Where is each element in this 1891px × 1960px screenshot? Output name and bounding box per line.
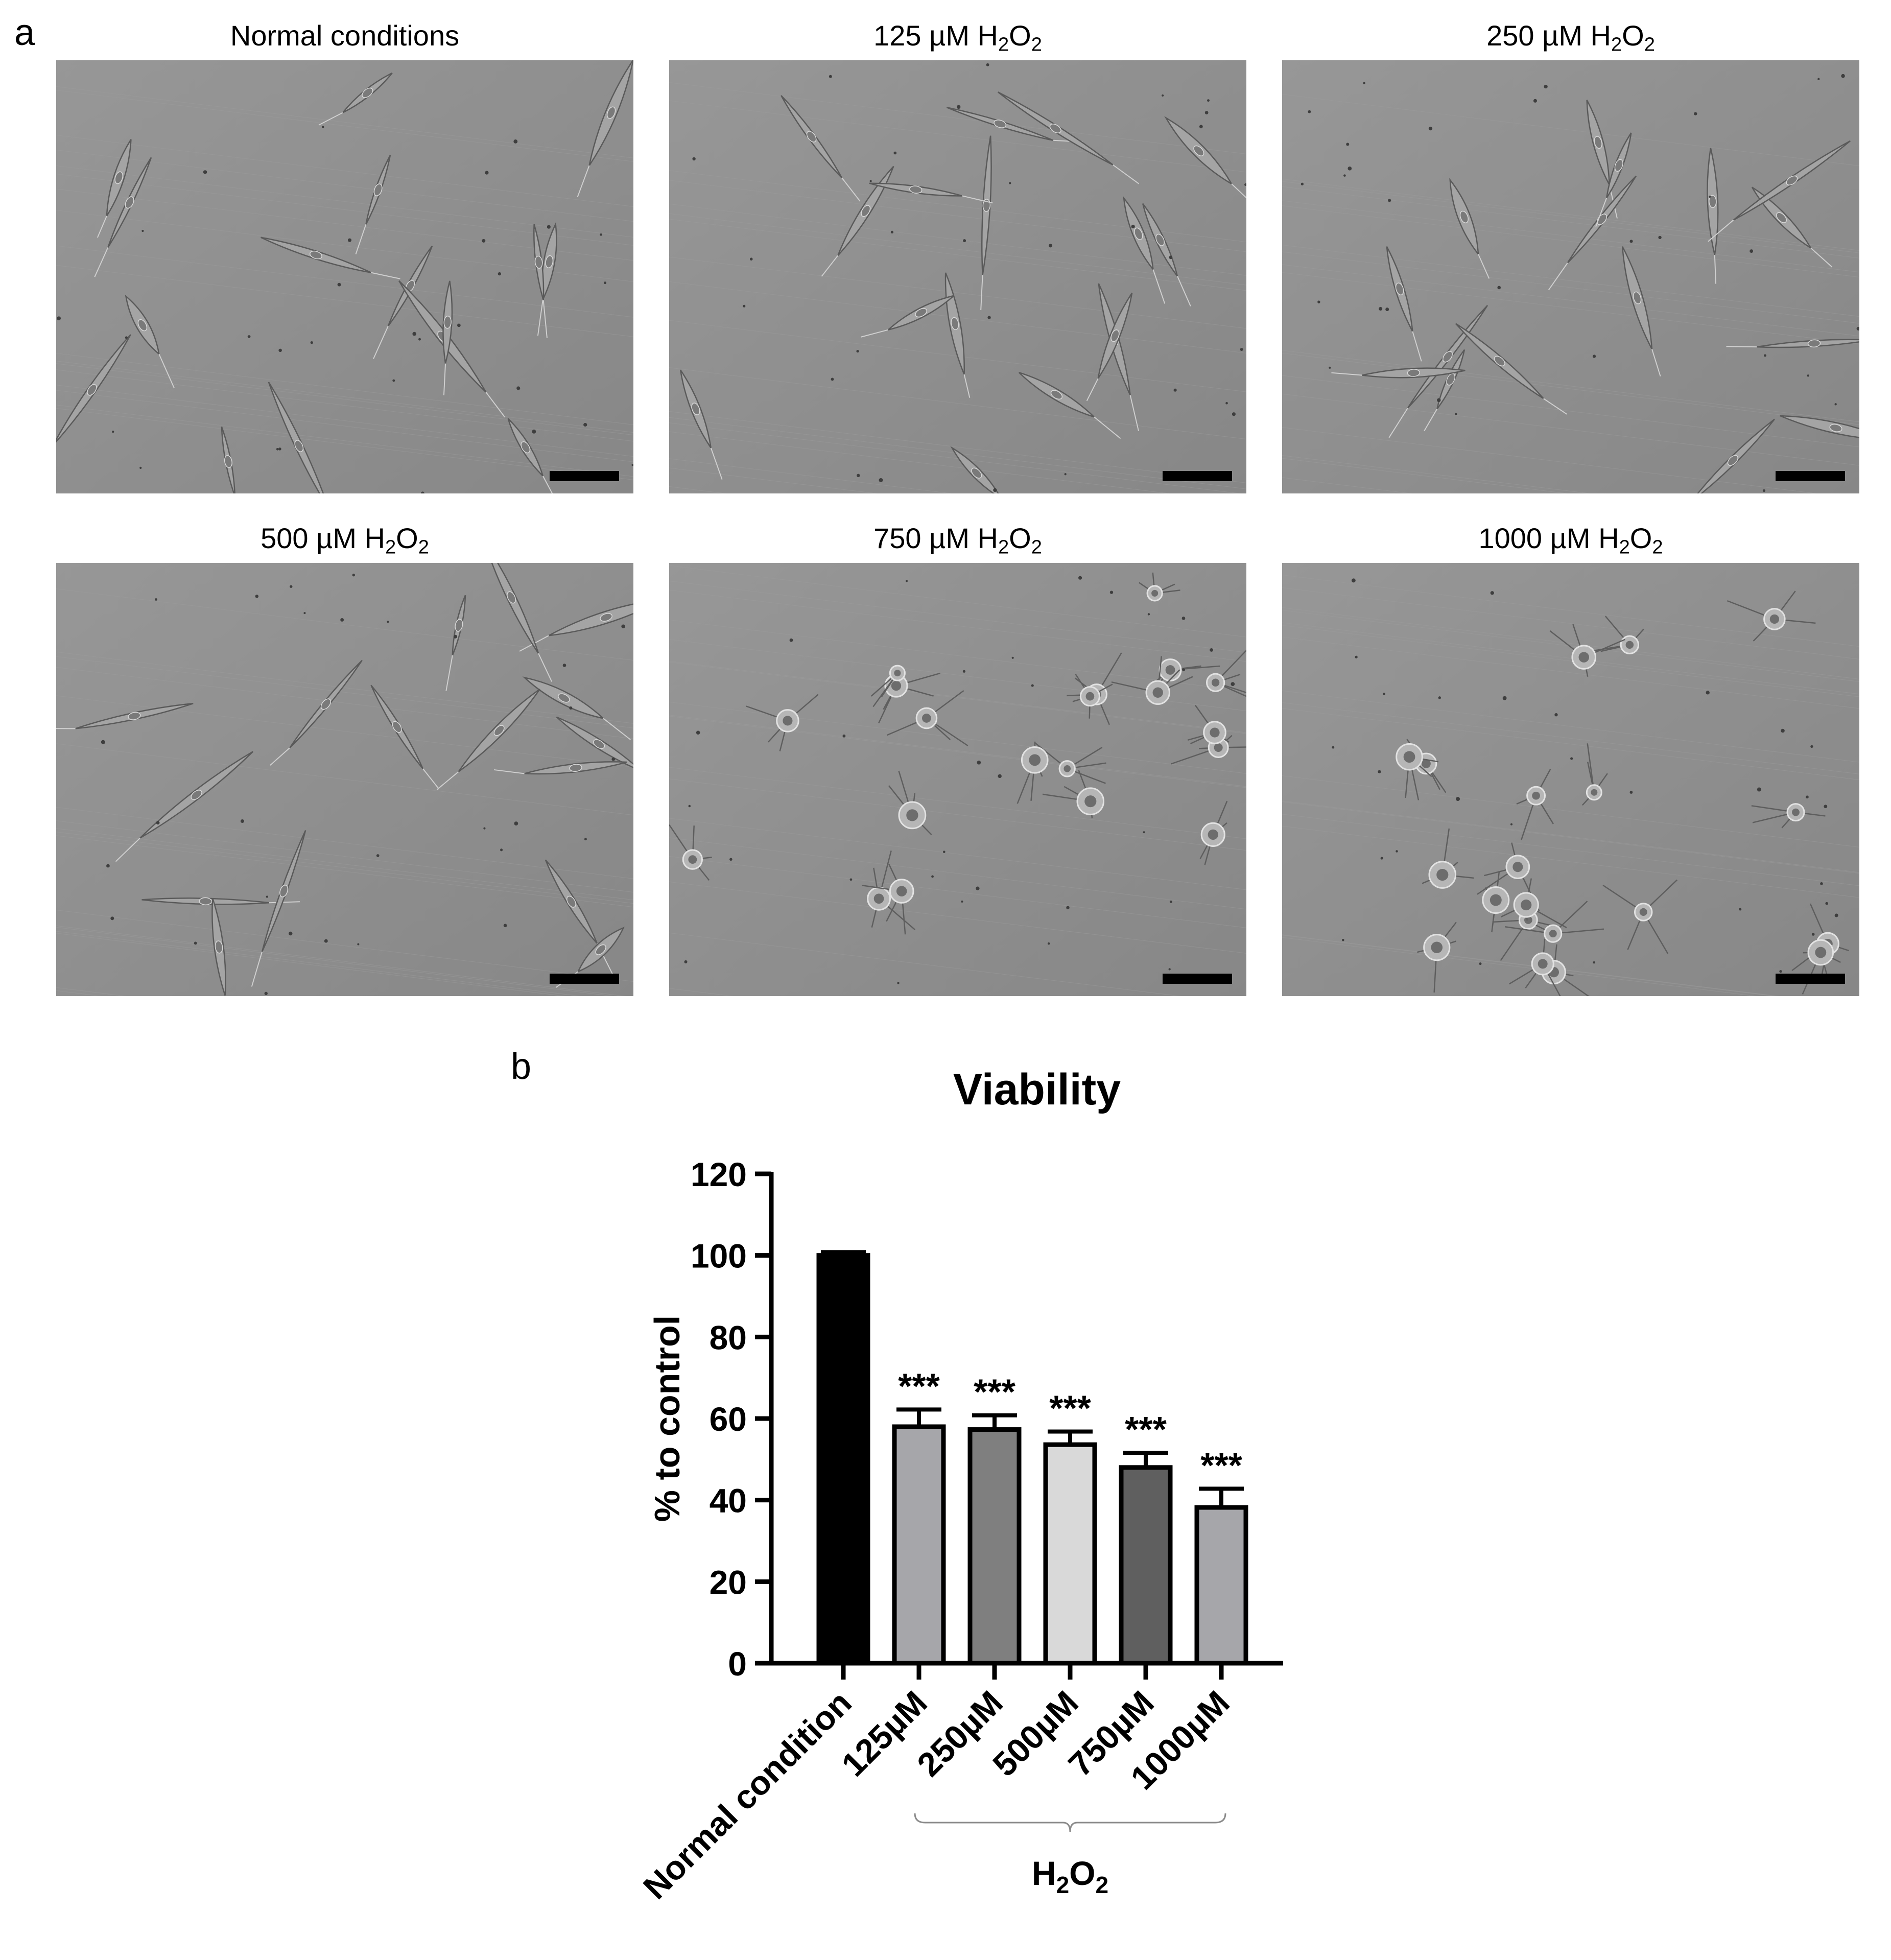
group-bracket bbox=[914, 1813, 1226, 1832]
scale-bar bbox=[1163, 974, 1232, 984]
scale-bar bbox=[1163, 471, 1232, 481]
scale-bar bbox=[550, 471, 619, 481]
cell-culture-texture bbox=[1282, 60, 1859, 493]
scale-bar bbox=[550, 974, 619, 984]
bar bbox=[1043, 1442, 1097, 1666]
micrograph-title: 500 µM H2O2 bbox=[261, 522, 429, 558]
y-tick-label: 80 bbox=[710, 1318, 747, 1356]
cell-culture-texture bbox=[669, 60, 1246, 493]
x-tick-label: 125µM bbox=[834, 1684, 934, 1784]
x-tick-label: Normal condition bbox=[636, 1684, 859, 1906]
micrograph-title: 750 µM H2O2 bbox=[873, 522, 1042, 558]
cell-culture-texture bbox=[1282, 563, 1859, 996]
viability-bar-chart: Viability % to control *** *** *** *** *** 0 20 4… bbox=[636, 1065, 1283, 1906]
bar bbox=[967, 1427, 1022, 1666]
y-tick-label: 100 bbox=[691, 1237, 747, 1275]
bar bbox=[892, 1424, 946, 1666]
micrograph-image bbox=[669, 60, 1246, 493]
significance-marker: *** bbox=[1049, 1388, 1091, 1428]
micrograph-image bbox=[669, 563, 1246, 996]
y-tick-label: 20 bbox=[710, 1563, 747, 1601]
micrograph-image bbox=[56, 60, 633, 493]
y-tick-label: 120 bbox=[691, 1155, 747, 1193]
micrograph-image bbox=[56, 563, 633, 996]
y-tick-label: 40 bbox=[710, 1482, 747, 1520]
bar bbox=[816, 1253, 870, 1666]
bar bbox=[1194, 1505, 1248, 1666]
micrograph-title: 250 µM H2O2 bbox=[1486, 19, 1655, 56]
x-tick-label: 500µM bbox=[985, 1684, 1085, 1784]
micrograph-title: 1000 µM H2O2 bbox=[1478, 522, 1663, 558]
y-axis-label: % to control bbox=[647, 1315, 687, 1522]
significance-marker: *** bbox=[974, 1372, 1015, 1412]
scale-bar bbox=[1776, 974, 1845, 984]
x-tick-label: 250µM bbox=[910, 1684, 1010, 1784]
chart-title: Viability bbox=[953, 1065, 1121, 1114]
micrograph-image bbox=[1282, 60, 1859, 493]
significance-marker: *** bbox=[898, 1366, 940, 1406]
scale-bar bbox=[1776, 471, 1845, 481]
panel-b-letter: b bbox=[511, 1046, 532, 1087]
micrograph-title: 125 µM H2O2 bbox=[873, 19, 1042, 56]
micrograph-image bbox=[1282, 563, 1859, 996]
cell-culture-texture bbox=[56, 563, 633, 996]
bar bbox=[1119, 1465, 1173, 1666]
y-tick-label: 60 bbox=[710, 1400, 747, 1438]
y-tick-label: 0 bbox=[728, 1645, 747, 1683]
cell-culture-texture bbox=[669, 563, 1246, 996]
cell-culture-texture bbox=[56, 60, 633, 493]
panel-a-letter: a bbox=[14, 12, 35, 53]
significance-marker: *** bbox=[1125, 1409, 1167, 1449]
group-bracket-label: H2O2 bbox=[1032, 1854, 1108, 1898]
micrograph-title: Normal conditions bbox=[230, 19, 460, 52]
significance-marker: *** bbox=[1200, 1445, 1242, 1485]
